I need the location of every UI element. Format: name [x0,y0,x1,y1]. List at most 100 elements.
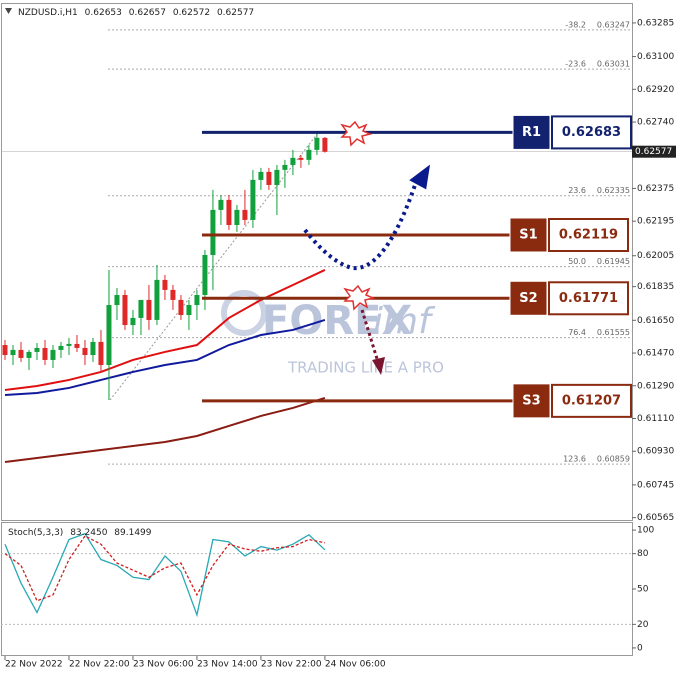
y-tick-label: 0.61290 [637,381,674,391]
moving-average [4,397,326,463]
menu-icon [5,8,12,14]
fib-level: 23.6 [568,186,586,195]
candle-body [234,209,240,225]
x-tick-label: 23 Nov 14:00 [197,660,258,670]
x-tick-label: 22 Nov 2022 [5,660,63,670]
fib-value: 0.60859 [597,455,630,464]
candle-body [210,209,216,255]
y-tick-label: 0.62005 [637,251,674,261]
x-tick-label: 23 Nov 22:00 [261,660,322,670]
candle-body [146,299,152,320]
fib-value: 0.62335 [597,186,630,195]
ohlc-low: 0.62572 [173,8,210,18]
level-value: 0.61771 [559,291,618,306]
y-tick-label: 0 [637,643,643,653]
candle-body [226,199,232,225]
level-value: 0.62119 [559,227,618,242]
main-frame [1,3,633,521]
candle-body [26,351,32,358]
y-tick-label: 0.63285 [637,18,674,28]
candle-body [106,305,112,366]
candle-body [2,345,8,356]
stoch-title: Stoch(5,3,3) [8,528,63,538]
level-tag [509,217,548,253]
candle-body [218,199,224,210]
candle-body [202,254,208,296]
candle-body [90,341,96,356]
candle-body [50,349,56,360]
candle-body [98,341,104,366]
stoch-line [4,535,326,602]
level-value-box [551,115,632,150]
arrow-head [409,164,431,190]
level-label: S3 [522,393,540,408]
candle-body [266,171,272,185]
level-label: S2 [519,291,537,306]
candle-body [18,349,24,358]
ohlc-high: 0.62657 [129,8,166,18]
fib-value: 0.63031 [597,60,630,69]
starburst [340,120,373,147]
candle-body [314,137,320,150]
watermark-logo [221,290,267,336]
last-price-box [632,145,676,158]
y-tick-label: 0.60565 [637,513,674,523]
y-tick-label: 0.61650 [637,316,674,326]
level-value-box [548,217,629,252]
fib-value: 0.61945 [597,257,630,266]
candle-body [58,345,64,350]
fib-level: 50.0 [568,257,586,266]
scenario-arrow [303,184,417,271]
ohlc-open: 0.62653 [85,8,122,18]
candle-body [194,295,200,306]
watermark-tagline: TRADING LIKE A PRO [287,359,444,377]
level-value: 0.61207 [562,393,621,408]
level-label: R1 [522,125,541,140]
level-tag [509,280,548,316]
y-tick-label: 0.63100 [637,52,674,62]
candle-body [290,157,296,165]
stoch-main: 83.2450 [70,528,107,538]
candle-body [258,171,264,180]
candle-body [178,299,184,316]
fib-value: 0.63247 [597,20,630,29]
candle-body [34,347,40,352]
stoch-header: Stoch(5,3,3) 83.2450 89.1499 [8,528,152,538]
candle-body [66,343,72,346]
x-tick-label: 24 Nov 06:00 [325,660,386,670]
candle-body [322,137,328,152]
y-tick-label: 0.62740 [637,118,674,128]
level-value: 0.62683 [562,125,621,140]
fib-value: 0.61555 [597,328,630,337]
x-tick-label: 23 Nov 06:00 [133,660,194,670]
last-price-label: 0.62577 [635,147,672,157]
level-tag [512,383,551,419]
candle-body [130,317,136,326]
candle-body [122,295,128,326]
watermark: FOREX imf TRADING LIKE A PRO [221,290,444,377]
watermark-brand: FOREX [262,298,412,344]
moving-average [4,318,326,397]
y-tick-label: 20 [637,620,649,630]
candle-body [170,289,176,300]
candle-body [306,149,312,160]
candle-body [154,279,160,320]
candle-body [250,179,256,220]
y-tick-label: 50 [637,585,649,595]
candle-body [114,295,120,306]
level-label: S1 [519,227,537,242]
chart-header: NZDUSD.i,H1 0.62653 0.62657 0.62572 0.62… [18,8,254,18]
candle-body [82,347,88,356]
candle-body [274,169,280,185]
moving-average [4,269,326,391]
y-tick-label: 0.61110 [637,414,674,424]
y-tick-label: 80 [637,549,649,559]
fib-level: 76.4 [568,328,586,337]
alt-arrow-head [372,357,385,375]
candle-body [242,209,248,220]
candle-body [10,349,16,356]
watermark-suffix: imf [373,301,436,342]
